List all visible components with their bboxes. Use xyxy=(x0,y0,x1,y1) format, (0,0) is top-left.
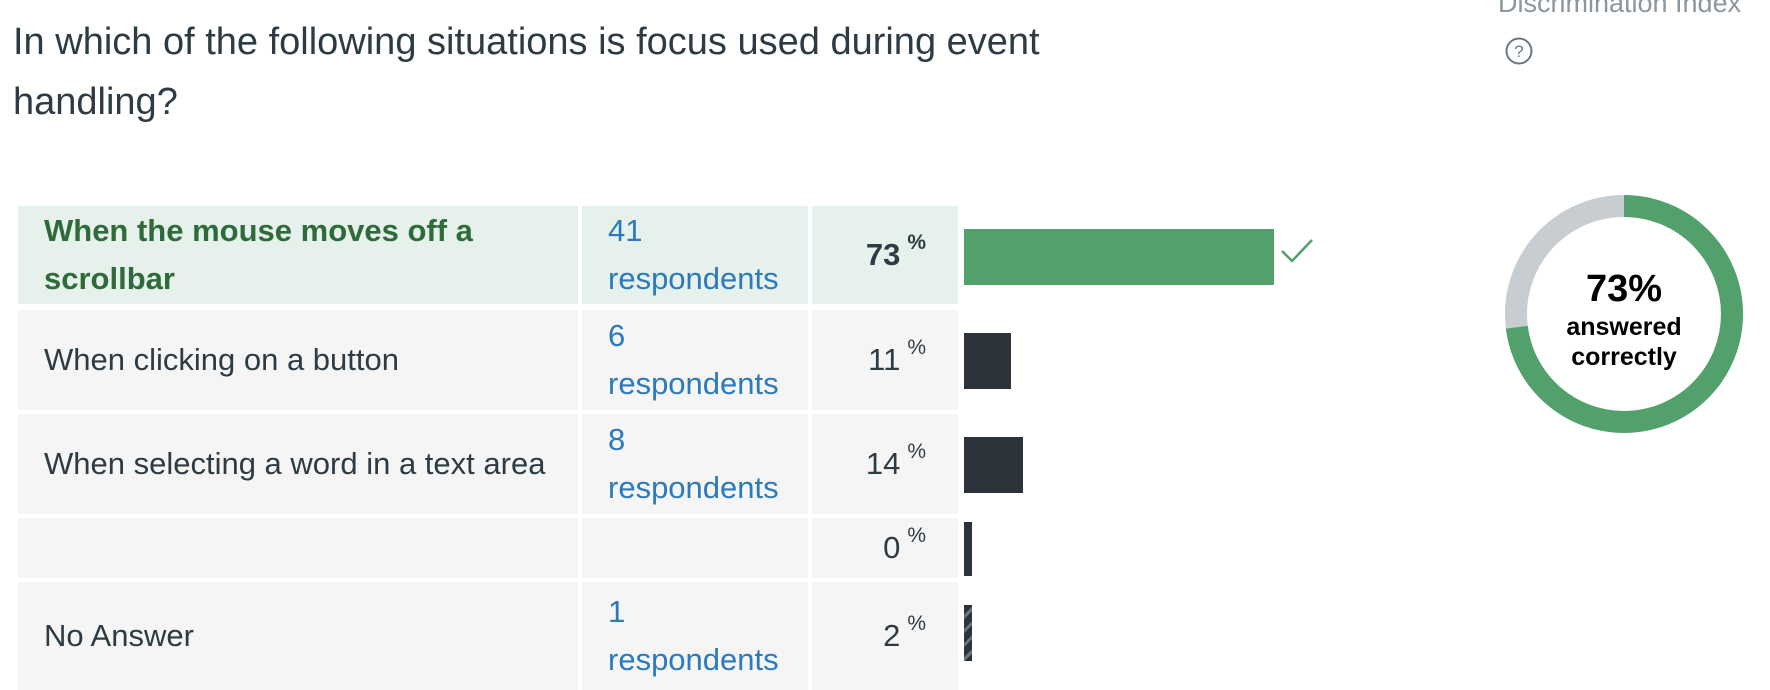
donut-correct-arc xyxy=(1505,195,1743,433)
percent-cell: 2% xyxy=(812,582,958,690)
answer-bar xyxy=(964,522,972,576)
answer-bar xyxy=(964,437,1023,493)
answer-cell: When clicking on a button xyxy=(18,310,578,410)
percent-value: 0 xyxy=(883,530,901,565)
respondents-link[interactable]: 1 respondents xyxy=(608,594,779,677)
percent-symbol: % xyxy=(907,524,926,547)
answer-text: No Answer xyxy=(44,618,194,653)
percent-value: 73 xyxy=(865,237,901,272)
percent-symbol: % xyxy=(907,612,926,635)
answer-bar xyxy=(964,229,1274,285)
percent-value: 11 xyxy=(868,342,901,377)
answer-cell: When selecting a word in a text area xyxy=(18,414,578,514)
answer-cell xyxy=(18,518,578,578)
respondents-link[interactable]: 8 respondents xyxy=(608,422,779,505)
answer-text: When the mouse moves off a scrollbar xyxy=(44,213,473,296)
respondents-cell xyxy=(582,518,808,578)
respondents-link[interactable]: 41 respondents xyxy=(608,213,779,296)
respondents-cell: 1 respondents xyxy=(582,582,808,690)
percent-symbol: % xyxy=(907,440,926,463)
answer-cell: When the mouse moves off a scrollbar xyxy=(18,206,578,304)
respondents-link[interactable]: 6 respondents xyxy=(608,318,779,401)
percent-value: 2 xyxy=(883,618,901,653)
percent-symbol: % xyxy=(907,231,926,254)
percent-cell: 0% xyxy=(812,518,958,578)
percent-cell: 73% xyxy=(812,206,958,304)
answer-bar xyxy=(964,333,1011,389)
respondents-cell: 6 respondents xyxy=(582,310,808,410)
correct-answer-donut xyxy=(1505,195,1743,433)
percent-cell: 14% xyxy=(812,414,958,514)
checkmark-icon xyxy=(1281,239,1313,263)
discrimination-index-label: Discrimination Index xyxy=(1498,0,1742,18)
answer-text: When selecting a word in a text area xyxy=(44,446,546,481)
answer-cell: No Answer xyxy=(18,582,578,690)
percent-cell: 11% xyxy=(812,310,958,410)
donut-label-line1: answered xyxy=(1566,313,1682,341)
respondents-cell: 8 respondents xyxy=(582,414,808,514)
question-circle-icon[interactable]: ? xyxy=(1505,37,1533,65)
donut-percent: 73% xyxy=(1585,268,1663,310)
answer-text: When clicking on a button xyxy=(44,342,399,377)
percent-symbol: % xyxy=(907,336,926,359)
donut-label-line2: correctly xyxy=(1571,343,1677,371)
percent-value: 14 xyxy=(865,446,901,481)
respondents-cell: 41 respondents xyxy=(582,206,808,304)
answer-bar-striped xyxy=(964,605,972,661)
svg-text:?: ? xyxy=(1514,42,1523,61)
question-text: In which of the following situations is … xyxy=(13,21,1040,123)
